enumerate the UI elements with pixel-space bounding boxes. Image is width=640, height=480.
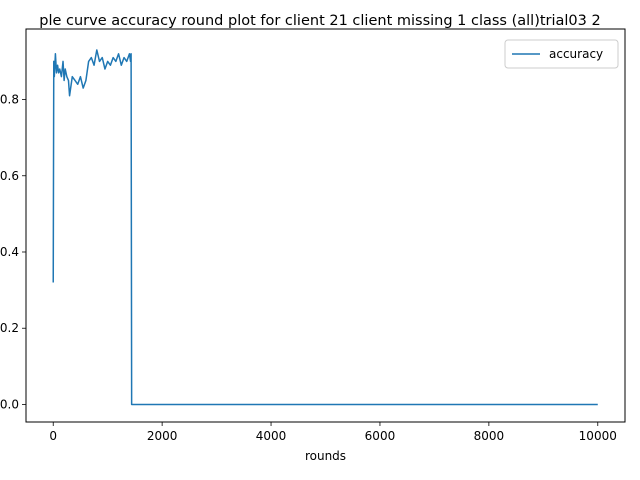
legend: accuracy (504, 39, 619, 69)
y-tick-label: 0.4 (0, 245, 19, 259)
y-tick-label: 0.8 (0, 93, 19, 107)
series-line-accuracy (52, 49, 598, 406)
x-tick-label: 0 (49, 429, 57, 443)
x-tick-label: 6000 (365, 429, 396, 443)
x-tick-label: 4000 (256, 429, 287, 443)
axes-frame (25, 28, 626, 423)
y-tick-label: 0.0 (0, 397, 19, 411)
plot-area (52, 49, 598, 406)
y-tick-label: 0.2 (0, 321, 19, 335)
y-tick-label: 0.6 (0, 169, 19, 183)
legend-box (504, 39, 619, 69)
x-tick-label: 2000 (147, 429, 178, 443)
x-tick-label: 8000 (474, 429, 505, 443)
chart-title: ple curve accuracy round plot for client… (39, 13, 600, 29)
axis-ticks: 0 2000 4000 6000 8000 10000 0.0 0.2 0.4 0.6 0.8 (0, 93, 617, 443)
legend-label-accuracy: accuracy (549, 47, 603, 61)
x-axis-label: rounds (305, 449, 346, 463)
x-tick-label: 10000 (579, 429, 617, 443)
